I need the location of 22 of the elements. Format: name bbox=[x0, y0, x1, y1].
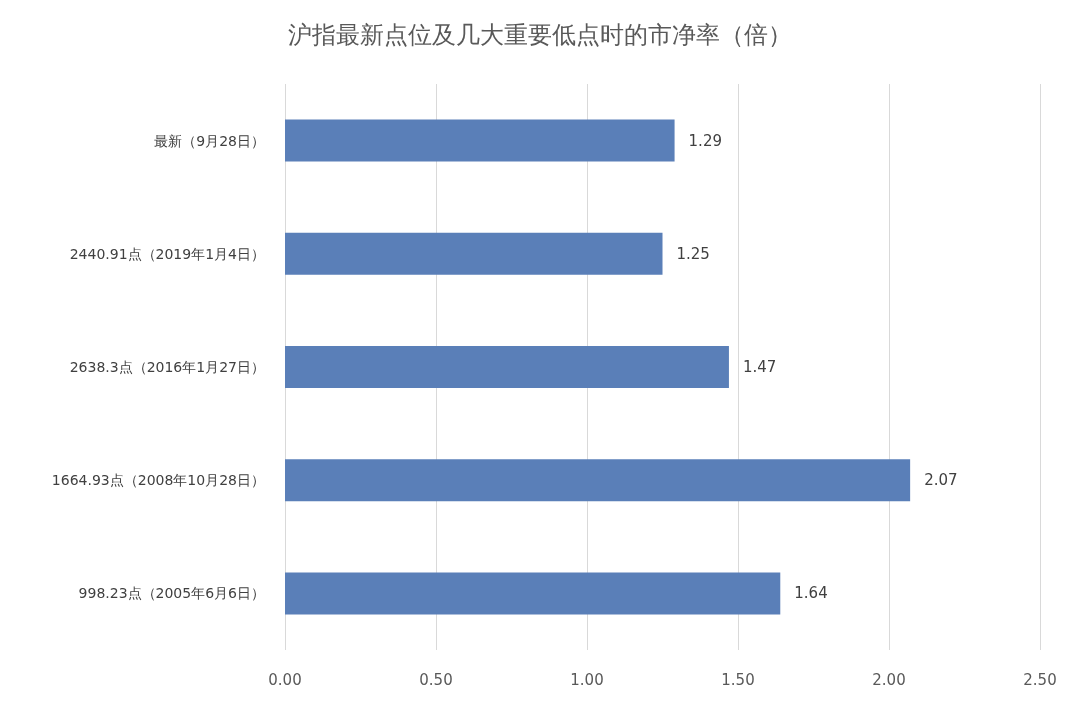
bar bbox=[285, 119, 675, 162]
x-tick-label: 0.00 bbox=[268, 670, 302, 689]
data-label: 1.25 bbox=[676, 244, 710, 263]
data-label: 1.47 bbox=[742, 358, 777, 376]
bar bbox=[285, 459, 911, 502]
bar bbox=[285, 232, 663, 275]
chart-title: 沪指最新点位及几大重要低点时的市净率（倍） bbox=[288, 21, 792, 49]
x-tick-label: 0.50 bbox=[419, 670, 453, 689]
x-tick-label: 2.50 bbox=[1023, 670, 1057, 689]
bar bbox=[285, 346, 729, 388]
y-tick-label: 2440.91点（2019年1月4日） bbox=[69, 245, 265, 262]
y-tick-label: 998.23点（2005年6月6日） bbox=[78, 585, 265, 602]
y-tick-label: 1664.93点（2008年10月28日） bbox=[51, 472, 265, 489]
data-label: 1.29 bbox=[688, 131, 722, 150]
data-label: 2.07 bbox=[924, 471, 958, 490]
bar bbox=[285, 572, 781, 615]
x-tick-label: 2.00 bbox=[872, 670, 906, 689]
y-tick-label: 最新（9月28日） bbox=[154, 132, 265, 149]
x-tick-label: 1.00 bbox=[570, 670, 604, 689]
y-tick-label: 2638.3点（2016年1月27日） bbox=[69, 359, 265, 375]
data-label: 1.64 bbox=[794, 584, 828, 603]
x-tick-label: 1.50 bbox=[721, 670, 755, 689]
